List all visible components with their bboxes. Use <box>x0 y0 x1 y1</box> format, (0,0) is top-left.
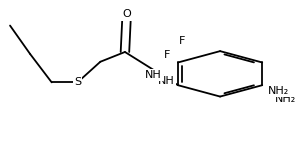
Text: O: O <box>122 9 131 19</box>
Text: F: F <box>164 50 171 60</box>
Text: NH: NH <box>145 70 161 80</box>
Text: F: F <box>179 36 185 46</box>
Text: NH: NH <box>158 76 175 86</box>
Text: NH₂: NH₂ <box>275 94 296 104</box>
Text: S: S <box>74 77 81 87</box>
Text: NH₂: NH₂ <box>268 86 290 96</box>
